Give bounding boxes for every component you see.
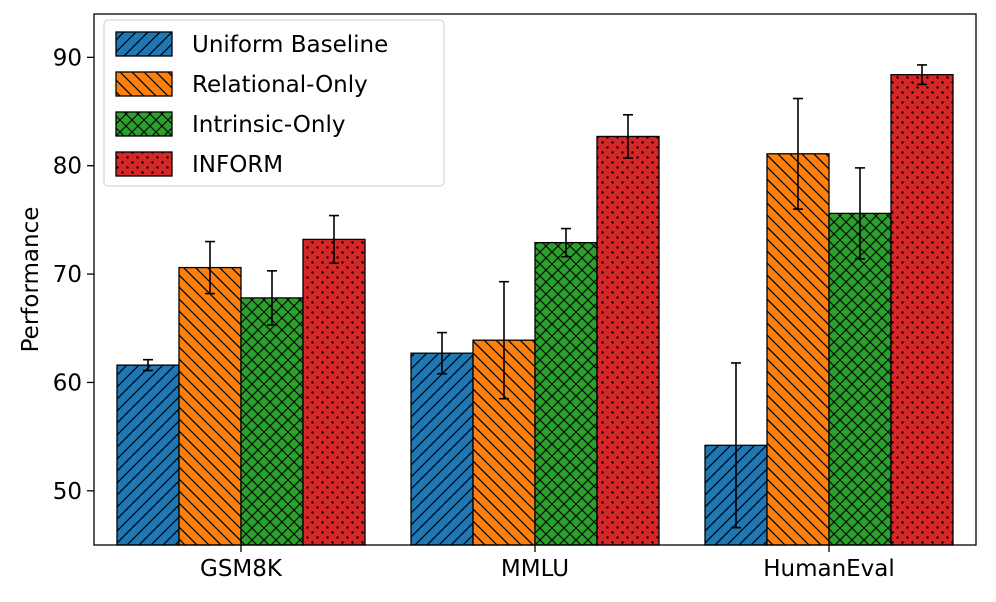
y-axis-title: Performance — [18, 207, 44, 353]
legend-label-inform: INFORM — [192, 152, 283, 178]
bar-hatch-inform-mmlu — [596, 135, 660, 546]
error-bar-relational-only-gsm8k — [205, 240, 215, 295]
x-tick-label: MMLU — [501, 556, 569, 582]
legend-frame — [103, 19, 445, 187]
error-bar-relational-only-humaneval — [793, 97, 803, 210]
y-tick-label: 80 — [53, 154, 82, 180]
error-bars-layer — [143, 64, 927, 529]
bar-hatch-intrinsic-only-humaneval — [828, 212, 892, 546]
x-tick-label: HumanEval — [763, 556, 895, 582]
bar-hatch-relational-only-gsm8k — [178, 266, 242, 546]
error-bar-intrinsic-only-humaneval — [855, 167, 865, 260]
bar-hatch-uniform-baseline-mmlu — [410, 352, 474, 546]
legend-label-relational-only: Relational-Only — [192, 72, 368, 98]
error-bar-uniform-baseline-humaneval — [731, 362, 741, 529]
legend-swatch-hatch-uniform-baseline — [115, 31, 173, 57]
legend-swatch-hatch-inform — [115, 151, 173, 177]
bar-hatch-uniform-baseline-gsm8k — [116, 364, 180, 546]
legend: Uniform Baseline Relational-Only Intrinsic… — [103, 19, 445, 187]
error-bar-relational-only-mmlu — [499, 280, 509, 400]
legend-label-uniform-baseline: Uniform Baseline — [192, 32, 388, 58]
legend-swatch-hatch-relational-only — [115, 71, 173, 97]
error-bar-uniform-baseline-mmlu — [437, 331, 447, 375]
error-bar-inform-mmlu — [623, 113, 633, 159]
y-tick-label: 60 — [53, 370, 82, 396]
y-tick-label: 70 — [53, 262, 82, 288]
error-bar-intrinsic-only-gsm8k — [267, 270, 277, 326]
error-bar-inform-humaneval — [917, 64, 927, 86]
legend-swatch-hatch-intrinsic-only — [115, 111, 173, 137]
error-bar-intrinsic-only-mmlu — [561, 227, 571, 258]
x-tick-label: GSM8K — [200, 556, 283, 582]
bar-hatch-relational-only-humaneval — [766, 153, 830, 546]
y-tick-label: 90 — [53, 45, 82, 71]
bar-hatch-inform-gsm8k — [302, 238, 366, 546]
error-bar-inform-gsm8k — [329, 214, 339, 265]
y-axis: 50 60 70 80 90 — [53, 45, 94, 505]
bar-hatch-intrinsic-only-mmlu — [534, 242, 598, 546]
bar-hatch-intrinsic-only-gsm8k — [240, 297, 304, 546]
x-axis: GSM8K MMLU HumanEval — [200, 545, 895, 582]
error-bar-uniform-baseline-gsm8k — [143, 358, 153, 372]
bars-layer — [116, 74, 954, 546]
y-tick-label: 50 — [53, 479, 82, 505]
bar-hatch-inform-humaneval — [890, 74, 954, 546]
legend-label-intrinsic-only: Intrinsic-Only — [192, 112, 345, 138]
